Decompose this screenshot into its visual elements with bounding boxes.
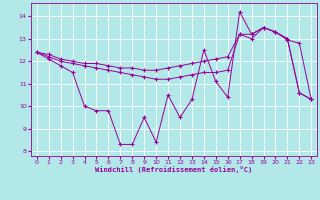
- X-axis label: Windchill (Refroidissement éolien,°C): Windchill (Refroidissement éolien,°C): [95, 166, 253, 173]
